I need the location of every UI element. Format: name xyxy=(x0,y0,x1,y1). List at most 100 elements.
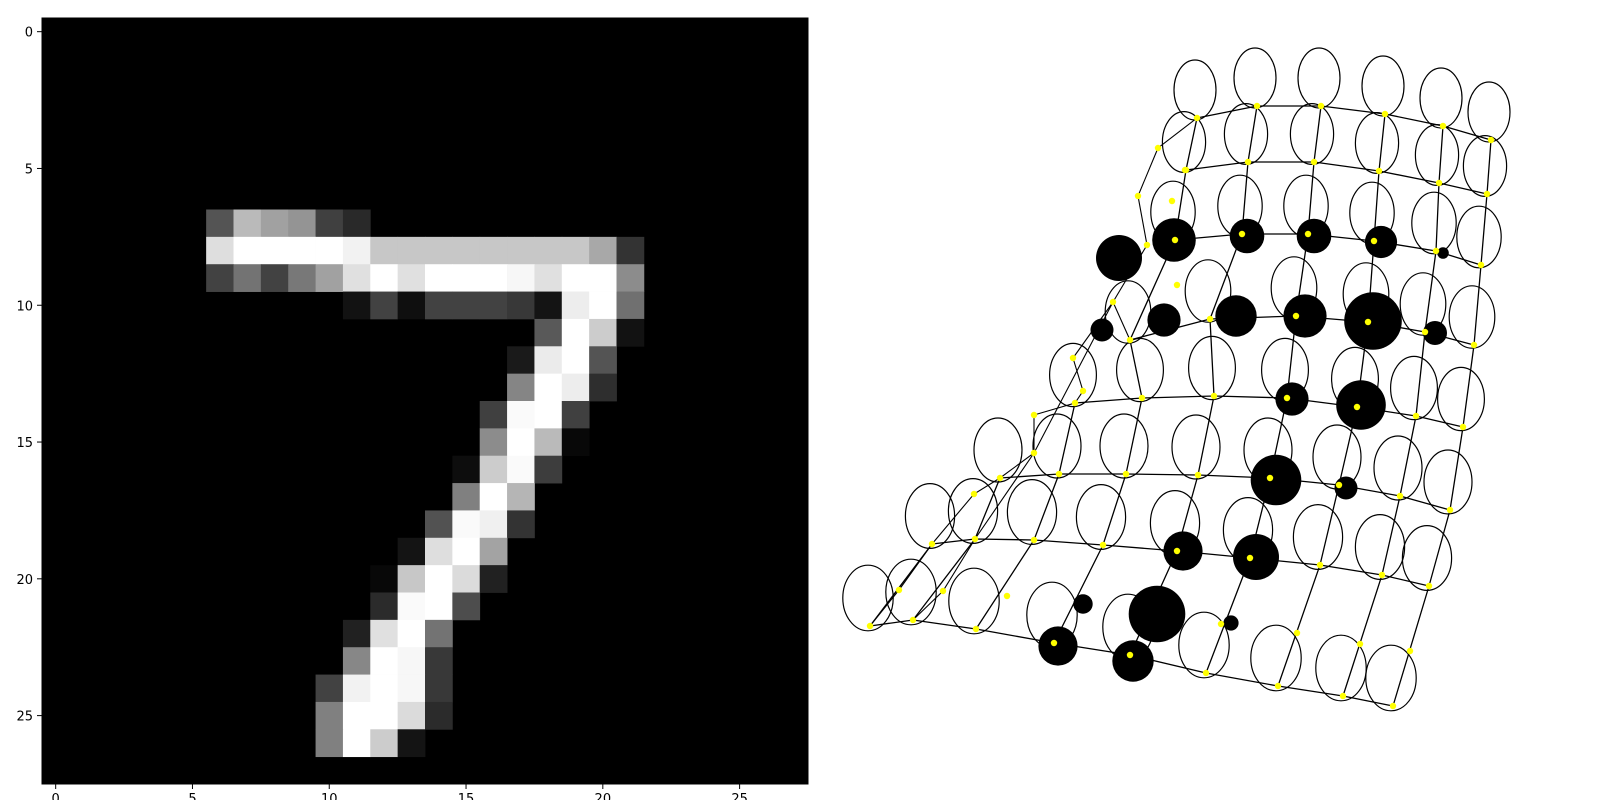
heatmap-cell xyxy=(479,236,508,265)
node-marker xyxy=(972,625,980,633)
heatmap-cell xyxy=(397,291,426,320)
heatmap-cell xyxy=(315,236,344,265)
node-marker xyxy=(1470,341,1478,349)
y-tick-label: 5 xyxy=(25,162,33,177)
heatmap-cell xyxy=(370,701,399,730)
node-marker xyxy=(1202,669,1210,677)
heatmap-cell xyxy=(479,291,508,320)
node-marker xyxy=(1030,449,1038,457)
receptive-field-ellipse xyxy=(1423,449,1473,515)
heatmap-cell xyxy=(534,373,563,402)
y-tick-label: 10 xyxy=(16,299,33,314)
receptive-field-ellipse xyxy=(1184,259,1232,323)
heatmap-cell xyxy=(425,291,453,320)
heatmap-cell xyxy=(561,401,590,429)
heatmap-cell xyxy=(561,236,590,265)
heatmap-cell xyxy=(397,701,426,730)
receptive-field-ellipse xyxy=(1401,524,1453,591)
receptive-field-ellipse xyxy=(1223,102,1269,165)
node-marker xyxy=(1181,166,1189,174)
magnitude-blob xyxy=(1233,534,1279,580)
node-marker xyxy=(1173,281,1181,289)
heatmap-cell xyxy=(425,537,453,566)
receptive-field-ellipse xyxy=(1161,110,1207,173)
heatmap-cell xyxy=(452,264,481,292)
heatmap-cell xyxy=(425,510,453,539)
node-marker xyxy=(1378,571,1386,579)
heatmap-cell xyxy=(479,565,508,593)
heatmap-cell xyxy=(370,647,399,675)
node-marker xyxy=(1432,247,1440,255)
heatmap-cell xyxy=(534,236,563,265)
node-marker xyxy=(1154,144,1162,152)
heatmap-cell xyxy=(507,455,535,484)
grid-column-line xyxy=(975,402,1076,630)
node-marker xyxy=(1099,541,1107,549)
heatmap-cell xyxy=(342,674,371,703)
heatmap-cells xyxy=(206,209,645,758)
magnitude-blob xyxy=(1437,247,1449,259)
node-marker xyxy=(1396,492,1404,500)
heatmap-cell xyxy=(452,565,481,593)
receptive-field-ellipse xyxy=(1250,624,1302,692)
heatmap-cell xyxy=(260,236,289,265)
node-marker xyxy=(1126,336,1134,344)
heatmap-cell xyxy=(534,401,563,429)
heatmap-cell xyxy=(452,483,481,511)
heatmap-cell xyxy=(616,236,645,265)
receptive-field-ellipse xyxy=(973,417,1023,483)
magnitude-blob xyxy=(1229,218,1265,254)
heatmap-cell xyxy=(534,264,563,292)
heatmap-cell xyxy=(507,264,535,292)
node-marker xyxy=(1370,237,1378,245)
node-marker xyxy=(939,587,947,595)
magnitude-blob xyxy=(1364,225,1398,259)
magnitude-blob xyxy=(1423,321,1447,345)
heatmap-cell xyxy=(397,236,426,265)
grid-row-line xyxy=(1185,161,1488,195)
node-marker xyxy=(1421,328,1429,336)
magnitude-blob xyxy=(1275,382,1309,416)
node-marker xyxy=(1293,629,1301,637)
heatmap-cell xyxy=(397,565,426,593)
x-tick-label: 15 xyxy=(458,792,475,800)
node-marker xyxy=(1138,394,1146,402)
heatmap-cell xyxy=(425,674,453,703)
heatmap-cell xyxy=(425,647,453,675)
node-marker xyxy=(1193,114,1201,122)
heatmap-cell xyxy=(370,592,399,621)
heatmap-cell xyxy=(342,729,371,758)
node-marker xyxy=(1266,474,1274,482)
node-marker xyxy=(1339,692,1347,700)
heatmap-cell xyxy=(534,455,563,484)
y-tick-label: 25 xyxy=(16,710,33,725)
heatmap-cell xyxy=(288,264,316,292)
heatmap-cell xyxy=(233,264,262,292)
node-marker xyxy=(1143,241,1151,249)
x-tick-label: 10 xyxy=(321,792,338,800)
node-marker xyxy=(1168,197,1176,205)
heatmap-cell xyxy=(589,318,617,347)
heatmap-cell xyxy=(561,291,590,320)
heatmap-cell xyxy=(452,291,481,320)
heatmap-cell xyxy=(288,209,316,238)
grid-column-line xyxy=(912,477,1001,621)
node-marker xyxy=(895,586,903,594)
node-marker xyxy=(1317,102,1325,110)
heatmap-cell xyxy=(370,236,399,265)
node-marker xyxy=(1487,136,1495,144)
heatmap-cell xyxy=(534,291,563,320)
node-marker xyxy=(1425,582,1433,590)
magnitude-blob xyxy=(1128,585,1186,643)
heatmap-cell xyxy=(397,619,426,648)
heatmap-cell xyxy=(479,510,508,539)
graph-nodes xyxy=(866,102,1495,710)
grid-row-line xyxy=(1196,105,1492,141)
magnitude-blob xyxy=(1038,626,1078,666)
node-marker xyxy=(1071,399,1079,407)
heatmap-cell xyxy=(233,236,262,265)
receptive-field-ellipse xyxy=(1462,135,1508,198)
node-marker xyxy=(970,490,978,498)
heatmap-cell xyxy=(507,373,535,402)
heatmap-cell xyxy=(452,592,481,621)
